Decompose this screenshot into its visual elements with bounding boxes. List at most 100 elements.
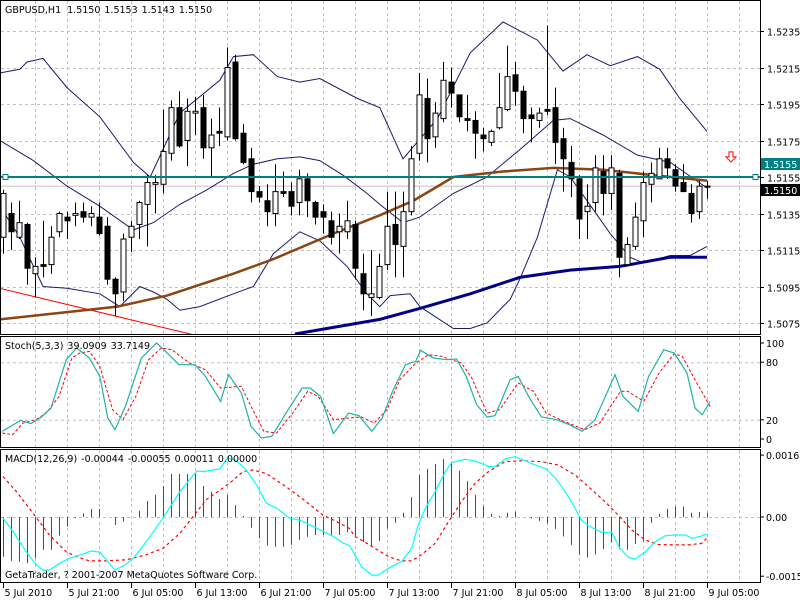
- macd-value-2: -0.00055: [128, 454, 171, 465]
- candle: [584, 184, 591, 240]
- candle: [392, 191, 399, 278]
- candle: [472, 111, 479, 159]
- line-handle-left[interactable]: [2, 174, 9, 180]
- candle-body-bull: [128, 225, 135, 238]
- candle-body-bear: [24, 223, 31, 269]
- stoch-title: Stoch(5,3,3): [5, 341, 63, 352]
- candle-body-bear: [688, 192, 695, 215]
- candle-body-bear: [576, 178, 583, 220]
- candle: [480, 127, 487, 152]
- stoch-axis-label: 0: [766, 435, 772, 446]
- candle-body-bear: [304, 178, 311, 202]
- price-axis-label: 1.5095: [767, 284, 800, 295]
- candle: [400, 191, 407, 278]
- trendline[interactable]: [0, 288, 475, 402]
- candle: [568, 145, 575, 198]
- stoch-axis-label: 20: [766, 416, 778, 427]
- candle-body-bull: [488, 130, 495, 143]
- candle: [456, 94, 463, 123]
- candle-body-bear: [8, 213, 15, 233]
- candle: [8, 202, 15, 250]
- time-axis-label: 6 Jul 21:00: [261, 588, 312, 599]
- stoch-axis-label: 100: [766, 339, 784, 350]
- header-open: 1.5150: [67, 5, 100, 16]
- candle: [552, 87, 559, 165]
- candle-body-bull: [496, 107, 503, 129]
- price-axis-label: 1.5075: [767, 320, 800, 331]
- candle-body-bear: [248, 158, 255, 193]
- candle-body-bull: [536, 112, 543, 121]
- candle-body-bull: [400, 211, 407, 247]
- price-axis-label: 1.5175: [767, 138, 800, 149]
- candle: [304, 173, 311, 218]
- macd-value-3: 0.00011: [175, 454, 214, 465]
- candle: [416, 72, 423, 161]
- candle: [96, 202, 103, 236]
- candle: [248, 147, 255, 203]
- candle-body-bull: [144, 181, 151, 205]
- candle-body-bull: [272, 191, 279, 215]
- stochastic-panel[interactable]: [1, 342, 711, 439]
- time-axis-label: 8 Jul 05:00: [517, 588, 568, 599]
- candle-body-bear: [600, 171, 607, 194]
- candle-body-bear: [544, 108, 551, 112]
- candle-body-bull: [608, 167, 615, 194]
- candle-body-bear: [256, 191, 263, 198]
- candle-body-bear: [680, 181, 687, 193]
- candle-body-bull: [592, 167, 599, 204]
- stoch-signal-value: 33.7149: [111, 341, 150, 352]
- candle-body-bull: [1, 192, 7, 238]
- candle-body-bear: [512, 74, 519, 92]
- candle: [592, 155, 599, 212]
- candle-body-bull: [584, 205, 591, 213]
- macd-panel[interactable]: [2, 455, 708, 576]
- candle: [664, 147, 671, 179]
- candle-body-bull: [88, 213, 95, 218]
- candle-body-bull: [208, 134, 215, 149]
- candle: [544, 25, 551, 115]
- candle-body-bear: [616, 172, 623, 258]
- candle-body-bear: [280, 191, 287, 194]
- price-axis-label: 1.5115: [767, 247, 800, 258]
- candle-body-bull: [704, 185, 711, 188]
- candle-body-bull: [56, 213, 63, 233]
- hline-price-tag: [761, 158, 800, 170]
- copyright-text: GetaTrader, ? 2001-2007 MetaQuotes Softw…: [5, 570, 257, 581]
- candle-body-bull: [696, 185, 703, 213]
- candle: [648, 162, 655, 203]
- candle-body-bear: [240, 132, 247, 163]
- candle: [504, 45, 511, 112]
- candle: [120, 233, 127, 302]
- time-axis-label: 7 Jul 13:00: [389, 588, 440, 599]
- candle: [24, 222, 31, 285]
- macd-title: MACD(12,26,9): [5, 454, 77, 465]
- price-panel[interactable]: [0, 21, 760, 402]
- time-axis-label: 5 Jul 21:00: [69, 588, 120, 599]
- line-handle-right[interactable]: [752, 174, 759, 180]
- candle: [192, 96, 199, 136]
- sell-arrow-icon[interactable]: [724, 151, 738, 163]
- moving-average-fast: [1, 166, 708, 321]
- candle: [144, 175, 151, 247]
- candle-body-bear: [96, 216, 103, 235]
- candle: [600, 155, 607, 216]
- candle: [72, 202, 79, 227]
- macd-value-1: -0.00044: [81, 454, 124, 465]
- candle: [376, 253, 383, 300]
- stoch-signal-line: [2, 347, 711, 436]
- candle: [264, 184, 271, 227]
- macd-signal-line: [2, 460, 708, 562]
- candle-body-bear: [40, 264, 47, 267]
- panel-labels: GBPUSD,H1 1.5150 1.5153 1.5143 1.5150 Stoch(…: [5, 5, 257, 581]
- candle-body-bull: [120, 238, 127, 293]
- bollinger-middle-band: [1, 118, 708, 231]
- stoch-label-line: Stoch(5,3,3) 39.0909 33.7149: [5, 341, 150, 352]
- candle: [464, 94, 471, 132]
- candle: [240, 124, 247, 165]
- candle: [40, 220, 47, 278]
- bid-price-tag: [761, 184, 800, 196]
- moving-average-slow: [294, 255, 707, 334]
